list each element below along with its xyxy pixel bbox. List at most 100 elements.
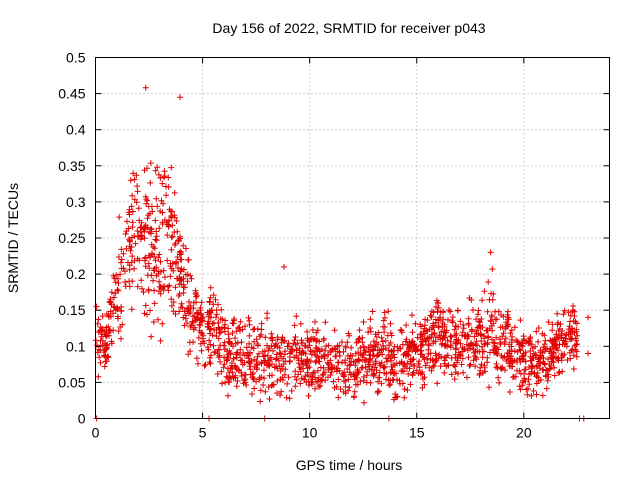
data-point	[555, 370, 562, 377]
data-point	[266, 396, 273, 402]
y-tick-label: 0.5	[66, 50, 86, 66]
data-point	[212, 296, 219, 303]
data-point	[240, 350, 247, 356]
data-point	[270, 347, 276, 354]
data-point	[574, 341, 581, 348]
data-point	[498, 312, 504, 318]
data-point	[557, 321, 564, 328]
data-point	[134, 188, 141, 195]
data-point	[362, 349, 369, 356]
data-point	[390, 347, 397, 354]
data-point	[333, 368, 340, 375]
data-point	[322, 319, 329, 326]
data-point	[327, 372, 334, 378]
data-point	[312, 385, 318, 392]
data-point	[157, 337, 164, 344]
data-point	[258, 320, 265, 327]
data-point	[438, 341, 445, 348]
data-point	[385, 308, 392, 315]
data-point	[367, 357, 374, 364]
data-point	[123, 245, 130, 252]
data-point	[550, 359, 557, 366]
data-point	[486, 296, 493, 303]
data-point	[134, 228, 141, 234]
data-point	[206, 337, 213, 344]
data-point	[261, 375, 268, 382]
data-point	[147, 179, 154, 186]
data-point	[363, 372, 370, 379]
data-point	[472, 363, 479, 370]
data-point	[144, 215, 151, 222]
data-point	[506, 389, 513, 395]
data-point	[157, 175, 164, 181]
data-point	[97, 324, 104, 331]
data-point	[242, 323, 248, 330]
data-point	[165, 222, 172, 229]
data-point	[230, 317, 237, 324]
data-point	[216, 352, 223, 359]
data-point	[573, 353, 580, 360]
data-point	[213, 311, 220, 318]
data-point	[426, 342, 432, 349]
data-point	[348, 371, 354, 378]
data-point	[127, 247, 134, 254]
data-point	[405, 352, 412, 359]
data-point	[207, 341, 214, 348]
data-point	[114, 304, 121, 311]
data-point	[430, 338, 437, 345]
data-point	[570, 352, 577, 359]
data-point	[476, 323, 483, 330]
data-point	[299, 340, 306, 346]
data-point	[147, 160, 154, 167]
data-point	[459, 332, 466, 339]
data-point	[452, 346, 459, 353]
data-point	[151, 245, 158, 252]
data-point	[187, 323, 194, 330]
data-point	[162, 274, 168, 281]
data-point	[234, 378, 241, 384]
data-point	[190, 339, 197, 346]
y-tick-label: 0.2	[66, 266, 86, 282]
data-point	[194, 315, 201, 322]
data-point	[176, 281, 183, 288]
data-point	[243, 352, 250, 359]
data-point	[382, 363, 388, 370]
data-point	[484, 308, 491, 315]
data-point	[268, 330, 275, 337]
data-point	[135, 205, 142, 212]
data-point	[490, 339, 497, 346]
data-point	[535, 378, 542, 384]
data-point	[441, 334, 448, 341]
x-tick-label: 10	[302, 425, 318, 441]
data-point	[187, 302, 194, 309]
data-point	[175, 265, 181, 271]
data-point	[391, 370, 398, 377]
data-point	[102, 358, 109, 365]
data-point	[355, 368, 361, 375]
data-point	[165, 174, 172, 181]
data-point	[213, 333, 220, 340]
data-point	[155, 268, 162, 275]
data-point	[526, 371, 533, 378]
data-point	[216, 330, 223, 336]
data-point	[201, 340, 208, 347]
data-point	[145, 212, 152, 219]
data-point	[527, 348, 534, 354]
data-point	[138, 277, 145, 284]
data-point	[304, 369, 311, 376]
data-point	[159, 209, 166, 216]
data-point	[153, 228, 160, 235]
data-point	[112, 307, 119, 314]
data-point	[208, 307, 215, 314]
data-point	[228, 360, 235, 366]
data-point	[247, 366, 254, 373]
data-point	[345, 330, 352, 337]
data-point	[444, 337, 451, 344]
data-point	[377, 362, 384, 369]
data-point	[95, 316, 102, 323]
data-point	[416, 364, 423, 371]
data-point	[430, 309, 437, 316]
data-point	[431, 362, 437, 369]
data-point	[155, 316, 161, 323]
data-point	[108, 338, 115, 345]
